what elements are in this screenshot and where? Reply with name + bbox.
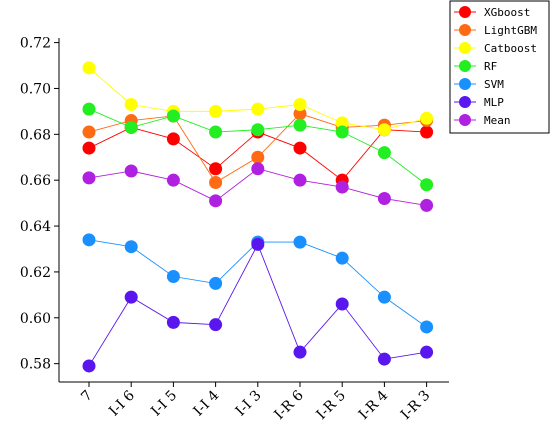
y-tick-label: 0.58 bbox=[20, 357, 51, 373]
data-point bbox=[420, 125, 434, 139]
data-point bbox=[293, 107, 307, 121]
legend-marker bbox=[459, 114, 471, 126]
data-point bbox=[420, 320, 434, 334]
data-point bbox=[209, 104, 223, 118]
data-point bbox=[124, 98, 138, 112]
legend-marker bbox=[459, 24, 471, 36]
data-point bbox=[82, 233, 96, 247]
legend-label: MLP bbox=[484, 96, 504, 109]
data-point bbox=[166, 109, 180, 123]
x-axis-ticks: 7 I-I 6 I-I 5 I-I 4 I-I 3 I-R 6 I-R 5 I-R 4 I-R … bbox=[78, 382, 433, 423]
data-point bbox=[293, 235, 307, 249]
x-tick-label: 7 bbox=[78, 388, 96, 406]
data-point bbox=[166, 315, 180, 329]
x-tick-label: I-R 3 bbox=[398, 388, 433, 423]
series-layer bbox=[82, 61, 434, 373]
data-point bbox=[124, 290, 138, 304]
data-point bbox=[293, 118, 307, 132]
data-point bbox=[82, 171, 96, 185]
y-tick-label: 0.72 bbox=[20, 36, 51, 52]
legend-label: SVM bbox=[484, 78, 504, 91]
data-point bbox=[82, 141, 96, 155]
data-point bbox=[377, 146, 391, 160]
data-point bbox=[166, 132, 180, 146]
data-point bbox=[420, 345, 434, 359]
data-point bbox=[209, 318, 223, 332]
data-point bbox=[420, 178, 434, 192]
data-point bbox=[251, 102, 265, 116]
y-tick-label: 0.64 bbox=[20, 219, 51, 235]
y-tick-label: 0.70 bbox=[20, 81, 51, 97]
y-tick-label: 0.68 bbox=[20, 127, 51, 143]
data-point bbox=[124, 164, 138, 178]
data-point bbox=[251, 237, 265, 251]
data-point bbox=[209, 175, 223, 189]
data-point bbox=[251, 162, 265, 176]
legend-marker bbox=[459, 6, 471, 18]
data-point bbox=[251, 150, 265, 164]
legend-label: Mean bbox=[484, 114, 511, 127]
data-point bbox=[335, 180, 349, 194]
legend-label: XGboost bbox=[484, 6, 530, 19]
x-tick-label: I-I 5 bbox=[148, 388, 180, 420]
x-tick-label: I-I 6 bbox=[106, 387, 138, 419]
data-point bbox=[335, 297, 349, 311]
series-line bbox=[88, 239, 427, 328]
data-point bbox=[209, 276, 223, 290]
data-point bbox=[335, 251, 349, 265]
x-tick-label: I-R 4 bbox=[356, 387, 392, 423]
data-point bbox=[377, 192, 391, 206]
legend-label: Catboost bbox=[484, 42, 537, 55]
data-point bbox=[124, 240, 138, 254]
data-point bbox=[82, 125, 96, 139]
data-point bbox=[377, 123, 391, 137]
data-point bbox=[82, 359, 96, 373]
data-point bbox=[209, 125, 223, 139]
data-point bbox=[293, 173, 307, 187]
data-point bbox=[209, 194, 223, 208]
y-tick-label: 0.66 bbox=[20, 173, 51, 189]
y-tick-label: 0.60 bbox=[20, 311, 51, 327]
data-point bbox=[209, 162, 223, 176]
data-point bbox=[293, 141, 307, 155]
data-point bbox=[335, 116, 349, 130]
data-point bbox=[124, 120, 138, 134]
data-point bbox=[420, 198, 434, 212]
legend-marker bbox=[459, 96, 471, 108]
data-point bbox=[420, 111, 434, 125]
legend: XGboost LightGBM Catboost RF SVM MLP Mean bbox=[449, 0, 550, 134]
legend-label: LightGBM bbox=[484, 24, 537, 37]
legend-label: RF bbox=[484, 60, 497, 73]
data-point bbox=[335, 125, 349, 139]
x-tick-label: I-I 4 bbox=[190, 387, 222, 419]
data-point bbox=[251, 123, 265, 137]
data-point bbox=[377, 290, 391, 304]
data-point bbox=[166, 173, 180, 187]
data-point bbox=[377, 352, 391, 366]
legend-marker bbox=[459, 78, 471, 90]
series-line bbox=[88, 243, 427, 367]
data-point bbox=[82, 61, 96, 75]
data-point bbox=[293, 98, 307, 112]
x-tick-label: I-R 6 bbox=[271, 387, 307, 423]
data-point bbox=[293, 345, 307, 359]
series-line bbox=[88, 67, 427, 131]
chart-axes bbox=[58, 38, 449, 383]
legend-marker bbox=[459, 42, 471, 54]
x-tick-label: I-I 3 bbox=[233, 388, 265, 420]
y-tick-label: 0.62 bbox=[20, 265, 51, 281]
y-axis-ticks: 0.58 0.60 0.62 0.64 0.66 0.68 0.70 0.72 bbox=[20, 36, 59, 373]
data-point bbox=[82, 102, 96, 116]
x-tick-label: I-R 5 bbox=[314, 388, 349, 423]
legend-marker bbox=[459, 60, 471, 72]
data-point bbox=[166, 270, 180, 284]
